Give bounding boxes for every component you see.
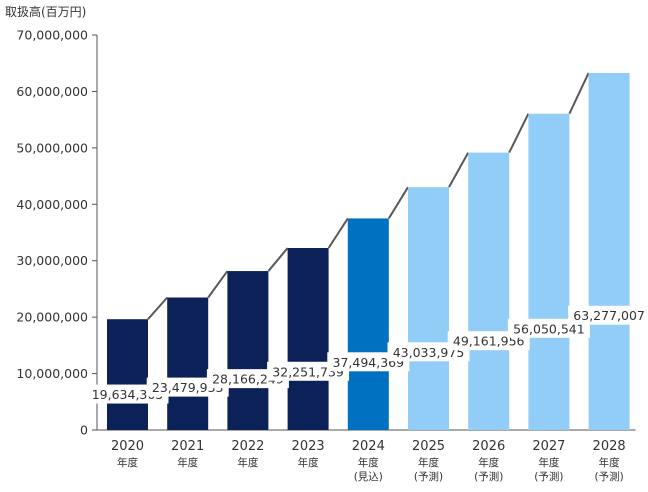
bars (107, 72, 630, 430)
bar (107, 319, 148, 430)
data-label: 56,050,541 (513, 321, 585, 336)
y-tick-label: 30,000,000 (16, 253, 88, 268)
data-label: 37,494,369 (333, 355, 405, 370)
y-tick-label: 40,000,000 (16, 197, 88, 212)
data-label: 23,479,933 (152, 380, 224, 395)
x-tick-sub: (予測) (414, 470, 443, 483)
y-tick-label: 0 (80, 423, 88, 438)
x-tick-sub: (予測) (594, 470, 623, 483)
y-tick-label: 50,000,000 (16, 140, 88, 155)
x-tick-sub: 年度 (117, 456, 138, 469)
y-axis-title: 取扱高(百万円) (5, 4, 86, 19)
y-tick-label: 60,000,000 (16, 84, 88, 99)
bar (227, 271, 269, 430)
x-tick-sub: 年度 (358, 456, 379, 469)
x-tick-sub: 年度 (538, 456, 559, 469)
connector-line (207, 270, 229, 299)
connector-line (267, 247, 289, 272)
y-tick-labels: 0 10,000,000 20,000,000 30,000,000 40,000,00… (16, 28, 97, 438)
data-label: 43,033,975 (393, 345, 465, 360)
bar (468, 152, 510, 430)
x-tick-year: 2024 (352, 439, 385, 454)
connector-line (568, 72, 590, 115)
x-tick-year: 2028 (593, 439, 626, 454)
data-label: 49,161,956 (453, 334, 525, 349)
x-tick-year: 2022 (231, 439, 264, 454)
data-labels: 19,634,30523,479,93328,166,24932,251,739… (86, 305, 648, 404)
x-tick-sub: (見込) (354, 471, 383, 483)
bar (528, 113, 570, 430)
x-tick-year: 2025 (412, 439, 445, 454)
data-label: 28,166,249 (212, 372, 284, 387)
x-tick-sub: 年度 (418, 456, 439, 469)
bar (408, 187, 449, 430)
bar (287, 248, 329, 430)
y-tick-label: 70,000,000 (16, 28, 88, 43)
x-tick-sub: (予測) (534, 470, 563, 483)
connector-line (387, 186, 409, 219)
data-label: 63,277,007 (573, 308, 645, 323)
connector-lines (147, 72, 590, 320)
data-label: 32,251,739 (272, 364, 344, 379)
x-tick-sub: 年度 (478, 456, 499, 469)
y-tick-label: 10,000,000 (16, 366, 88, 381)
bar (347, 218, 389, 430)
data-label: 19,634,305 (92, 387, 164, 402)
x-tick-sub: 年度 (237, 456, 258, 469)
x-tick-year: 2027 (532, 439, 565, 454)
bar (167, 297, 209, 430)
connector-line (508, 113, 530, 154)
bar (588, 72, 630, 430)
y-tick-label: 20,000,000 (16, 310, 88, 325)
x-tick-sub: 年度 (599, 456, 620, 469)
x-tick-sub: 年度 (298, 456, 319, 469)
x-tick-year: 2021 (171, 439, 204, 454)
connector-line (327, 217, 349, 249)
data-label-bg (568, 305, 648, 325)
connector-line (147, 296, 168, 320)
x-tick-year: 2026 (472, 439, 505, 454)
x-tick-sub: 年度 (177, 456, 198, 469)
x-tick-year: 2020 (111, 439, 144, 454)
x-tick-labels: 2020 年度 2021 年度 2022 年度 2023 年度 2024 年度 (見込) 2025 年度… (111, 439, 626, 483)
x-tick-sub: (予測) (474, 470, 503, 483)
x-tick-year: 2023 (292, 439, 325, 454)
connector-line (448, 152, 470, 188)
